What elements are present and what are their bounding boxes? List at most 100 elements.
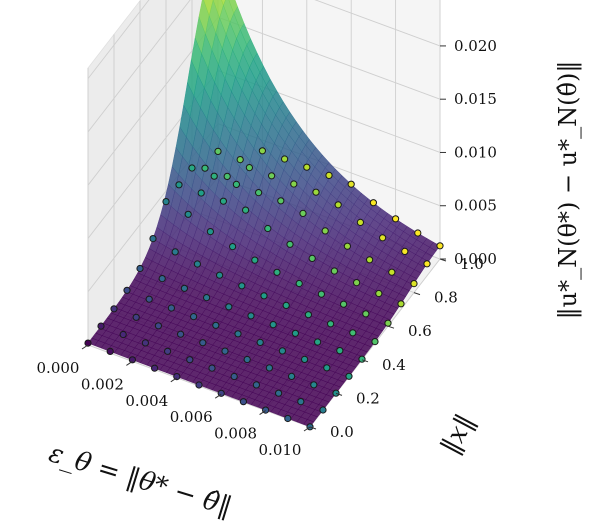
scatter-point [84,339,92,347]
z-tick-label: 0.020 [454,37,497,55]
scatter-point [223,172,231,180]
scatter-point [214,147,222,155]
scatter-point [327,320,335,328]
x-axis-label: ε_θ = ‖θ* − θ̂‖ [45,438,235,522]
scatter-point [275,389,283,397]
scatter-point [277,197,285,205]
scatter-point [371,338,379,346]
scatter-point [323,364,331,372]
scatter-point [281,155,289,163]
scatter-point [308,254,316,262]
z-tick-label: 0.025 [454,0,497,2]
y-tick-label: 1.0 [460,255,484,273]
scatter-point [356,218,364,226]
x-tick-label: 0.010 [259,441,302,459]
scatter-point [369,199,377,207]
x-tick-label: 0.004 [125,392,168,410]
scatter-point [128,356,136,364]
scatter-point [317,290,325,298]
scatter-point [221,347,229,355]
svg-text:‖x‖: ‖x‖ [435,409,481,459]
scatter-point [197,189,205,197]
x-tick-label: 0.002 [81,375,124,393]
scatter-point [186,356,194,364]
scatter-point [375,289,383,298]
scatter-point [145,295,153,303]
scatter-point [230,372,238,381]
x-tick-label: 0.000 [37,359,80,377]
scatter-point [319,406,327,414]
scatter-point [286,240,294,248]
grid-z-left [87,0,150,79]
x-tick-mark [214,393,222,399]
x-tick-mark [126,360,133,366]
scatter-point [251,256,259,264]
scatter-point [414,229,422,237]
scatter-point [273,268,281,276]
scatter-point [175,181,183,189]
scatter-point [151,364,159,372]
scatter-point [343,242,351,250]
scatter-point [282,301,290,309]
scatter-point [141,339,149,347]
y-ticks: 0.00.20.40.60.81.0 [309,255,484,441]
y-tick-label: 0.6 [408,322,432,340]
x-tick-label: 0.008 [214,425,257,443]
scatter-point [123,286,131,294]
scatter-point [299,209,307,217]
scatter-point [260,292,268,300]
scatter-point [392,215,400,223]
scatter-point [119,330,127,339]
svg-text:‖u*_N(θ*) − u*_N(θ̂)‖: ‖u*_N(θ*) − u*_N(θ̂)‖ [554,61,583,320]
y-tick-label: 0.0 [330,423,354,441]
scatter-point [242,206,250,214]
scatter-point [340,300,348,308]
scatter-point [379,234,387,242]
scatter-point [239,398,247,406]
scatter-point [291,329,299,337]
scatter-point [256,338,264,346]
scatter-point [245,164,253,172]
y-tick-mark [335,392,343,396]
scatter-point [106,347,114,355]
scatter-point [212,321,220,329]
x-tick-mark [81,344,89,350]
y-tick-label: 0.4 [382,356,406,374]
svg-text:ε_θ = ‖θ* − θ̂‖: ε_θ = ‖θ* − θ̂‖ [45,438,235,522]
z-tick-label: 0.000 [454,250,497,268]
scatter-point [347,180,355,188]
scatter-point [301,355,309,363]
scatter-points [84,147,444,431]
y-tick-mark [387,325,395,329]
z-tick-label: 0.005 [454,197,497,215]
scatter-point [410,280,418,288]
scatter-point [97,322,105,330]
scatter-point [297,398,305,406]
x-tick-mark [303,426,311,432]
scatter-point [238,282,246,290]
scatter-point [269,321,277,329]
scatter-point [397,300,405,308]
scatter-point [195,381,203,389]
x-tick-mark [259,410,266,416]
scatter-point [278,347,286,355]
scatter-point [136,264,144,273]
scatter-point [325,171,333,179]
scatter-point [334,201,342,209]
scatter-point [288,372,296,380]
scatter-point [188,164,196,172]
scatter-point [384,319,392,327]
scatter-point [345,372,353,380]
scatter-point [110,305,118,313]
scatter-point [167,304,175,312]
scatter-point [234,330,242,338]
scatter-point [321,227,329,235]
scatter-point [164,347,172,355]
x-tick-mark [170,377,178,383]
scatter-point [264,224,272,233]
scatter-point [190,313,198,321]
y-tick-mark [413,292,421,296]
